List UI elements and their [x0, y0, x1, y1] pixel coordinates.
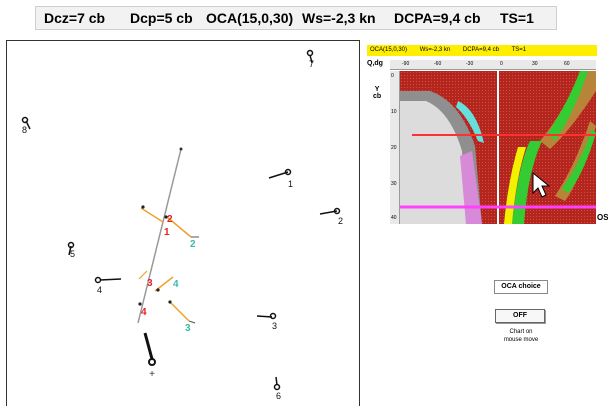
target-6-vector	[275, 376, 278, 386]
path-label-red-2: 2	[167, 214, 173, 225]
danger-area-chart[interactable]	[400, 71, 596, 224]
status-bar: Dcz=7 cb Dcp=5 cb OCA(15,0,30) Ws=-2,3 k…	[35, 6, 557, 30]
y-tick: 0	[391, 73, 394, 79]
target-3-marker[interactable]	[269, 312, 277, 320]
ts-readout: TS=1	[500, 10, 534, 26]
target-5-marker[interactable]	[67, 241, 75, 249]
own-ship-heading	[143, 332, 154, 360]
path-label-green-4: 4	[173, 279, 179, 290]
path-dot	[164, 215, 168, 219]
target-8-marker[interactable]	[21, 116, 29, 124]
path-label-green-2: 2	[190, 239, 196, 250]
x-tick: 30	[532, 61, 538, 67]
chart-note-line1: Chart on	[509, 329, 533, 335]
target-2-marker[interactable]	[333, 207, 341, 215]
target-8-label: 8	[22, 125, 27, 135]
oca-readout: OCA(15,0,30)	[206, 10, 294, 26]
path-label-red-1: 1	[164, 227, 170, 238]
target-1-vector	[268, 171, 289, 179]
target-7-vector	[309, 54, 313, 64]
target-3-label: 3	[272, 321, 277, 331]
path-dot	[138, 302, 142, 306]
x-tick: -30	[466, 61, 474, 67]
green-band-top	[548, 71, 588, 141]
rel-motion-5	[138, 270, 148, 280]
target-4-marker[interactable]	[94, 276, 102, 284]
rel-motion-2	[166, 216, 192, 238]
plot-canvas[interactable]: + 1 2 3 4 2 4 3 1 2 3	[7, 41, 361, 407]
cyan-region	[456, 101, 484, 143]
own-ship-label: +	[149, 369, 155, 380]
path-dot	[156, 288, 160, 292]
chart-note-line2: mouse move	[503, 337, 539, 343]
chart-header-oca: OCA(15,0,30)	[370, 47, 408, 53]
y-tick: 40	[391, 215, 397, 221]
own-ship-track	[137, 148, 182, 324]
target-6-marker[interactable]	[273, 383, 281, 391]
situation-plot[interactable]: + 1 2 3 4 2 4 3 1 2 3	[6, 40, 360, 406]
y-tick: 30	[391, 181, 397, 187]
path-dot	[168, 300, 172, 304]
green-region-main	[512, 141, 542, 224]
target-1-marker[interactable]	[284, 168, 292, 176]
x-tick: -60	[434, 61, 442, 67]
path-label-green-3: 3	[185, 323, 191, 334]
own-ship-axis-label: OS	[597, 213, 608, 222]
dcpa-readout: DCPA=9,4 cb	[394, 10, 481, 26]
brown-band-mid	[555, 121, 596, 201]
target-7-marker[interactable]	[306, 49, 314, 57]
dcz-readout: Dcz=7 cb	[44, 10, 106, 26]
rel-tick-2	[188, 320, 196, 324]
chart-header: OCA(15,0,30) Ws=-2,3 kn DCPA=9,4 cb TS=1	[367, 45, 597, 56]
target-3-vector	[256, 315, 273, 318]
ws-readout: Ws=-2,3 kn	[302, 10, 376, 26]
target-6-label: 6	[276, 391, 281, 401]
target-7-label: 7	[309, 59, 314, 69]
x-tick: -90	[402, 61, 410, 67]
path-dot	[141, 205, 145, 209]
target-2-label: 2	[338, 216, 343, 226]
y-label-line2: cb	[373, 93, 382, 100]
track-start-dot	[179, 147, 183, 151]
chart-axis-label-q: Q,dg	[367, 60, 383, 67]
top-ruler: -90 -60 -30 0 30 60	[390, 60, 596, 70]
chart-toggle-off-button[interactable]: OFF	[495, 309, 545, 323]
own-ship-marker[interactable]	[148, 358, 156, 366]
yellow-band	[504, 147, 526, 224]
oca-choice-button[interactable]: OCA choice	[494, 280, 548, 294]
path-label-red-4: 4	[141, 307, 147, 318]
chart-axis-label-y: Y cb	[373, 86, 381, 100]
chart-header-ws: Ws=-2,3 kn	[419, 47, 451, 53]
y-tick: 20	[391, 145, 397, 151]
green-band-mid	[562, 129, 596, 193]
mouse-cursor-icon	[532, 171, 551, 198]
target-4-label: 4	[97, 285, 102, 295]
x-tick: 0	[500, 61, 503, 67]
path-label-red-3: 3	[147, 278, 153, 289]
chart-mode-note: Chart on mouse move	[488, 328, 554, 344]
gray-region-inner	[400, 101, 466, 224]
rel-motion-1	[140, 207, 164, 223]
y-label-line1: Y	[374, 86, 380, 93]
chart-header-dcpa: DCPA=9,4 cb	[462, 47, 499, 53]
dcp-readout: Dcp=5 cb	[130, 10, 193, 26]
y-tick: 10	[391, 109, 397, 115]
target-1-label: 1	[288, 179, 293, 189]
chart-header-ts: TS=1	[511, 47, 527, 53]
side-ruler: 0 10 20 30 40	[390, 71, 400, 224]
target-5-label: 5	[70, 249, 75, 259]
rel-motion-4	[170, 302, 190, 322]
x-tick: 60	[564, 61, 570, 67]
target-4-vector	[99, 278, 122, 281]
